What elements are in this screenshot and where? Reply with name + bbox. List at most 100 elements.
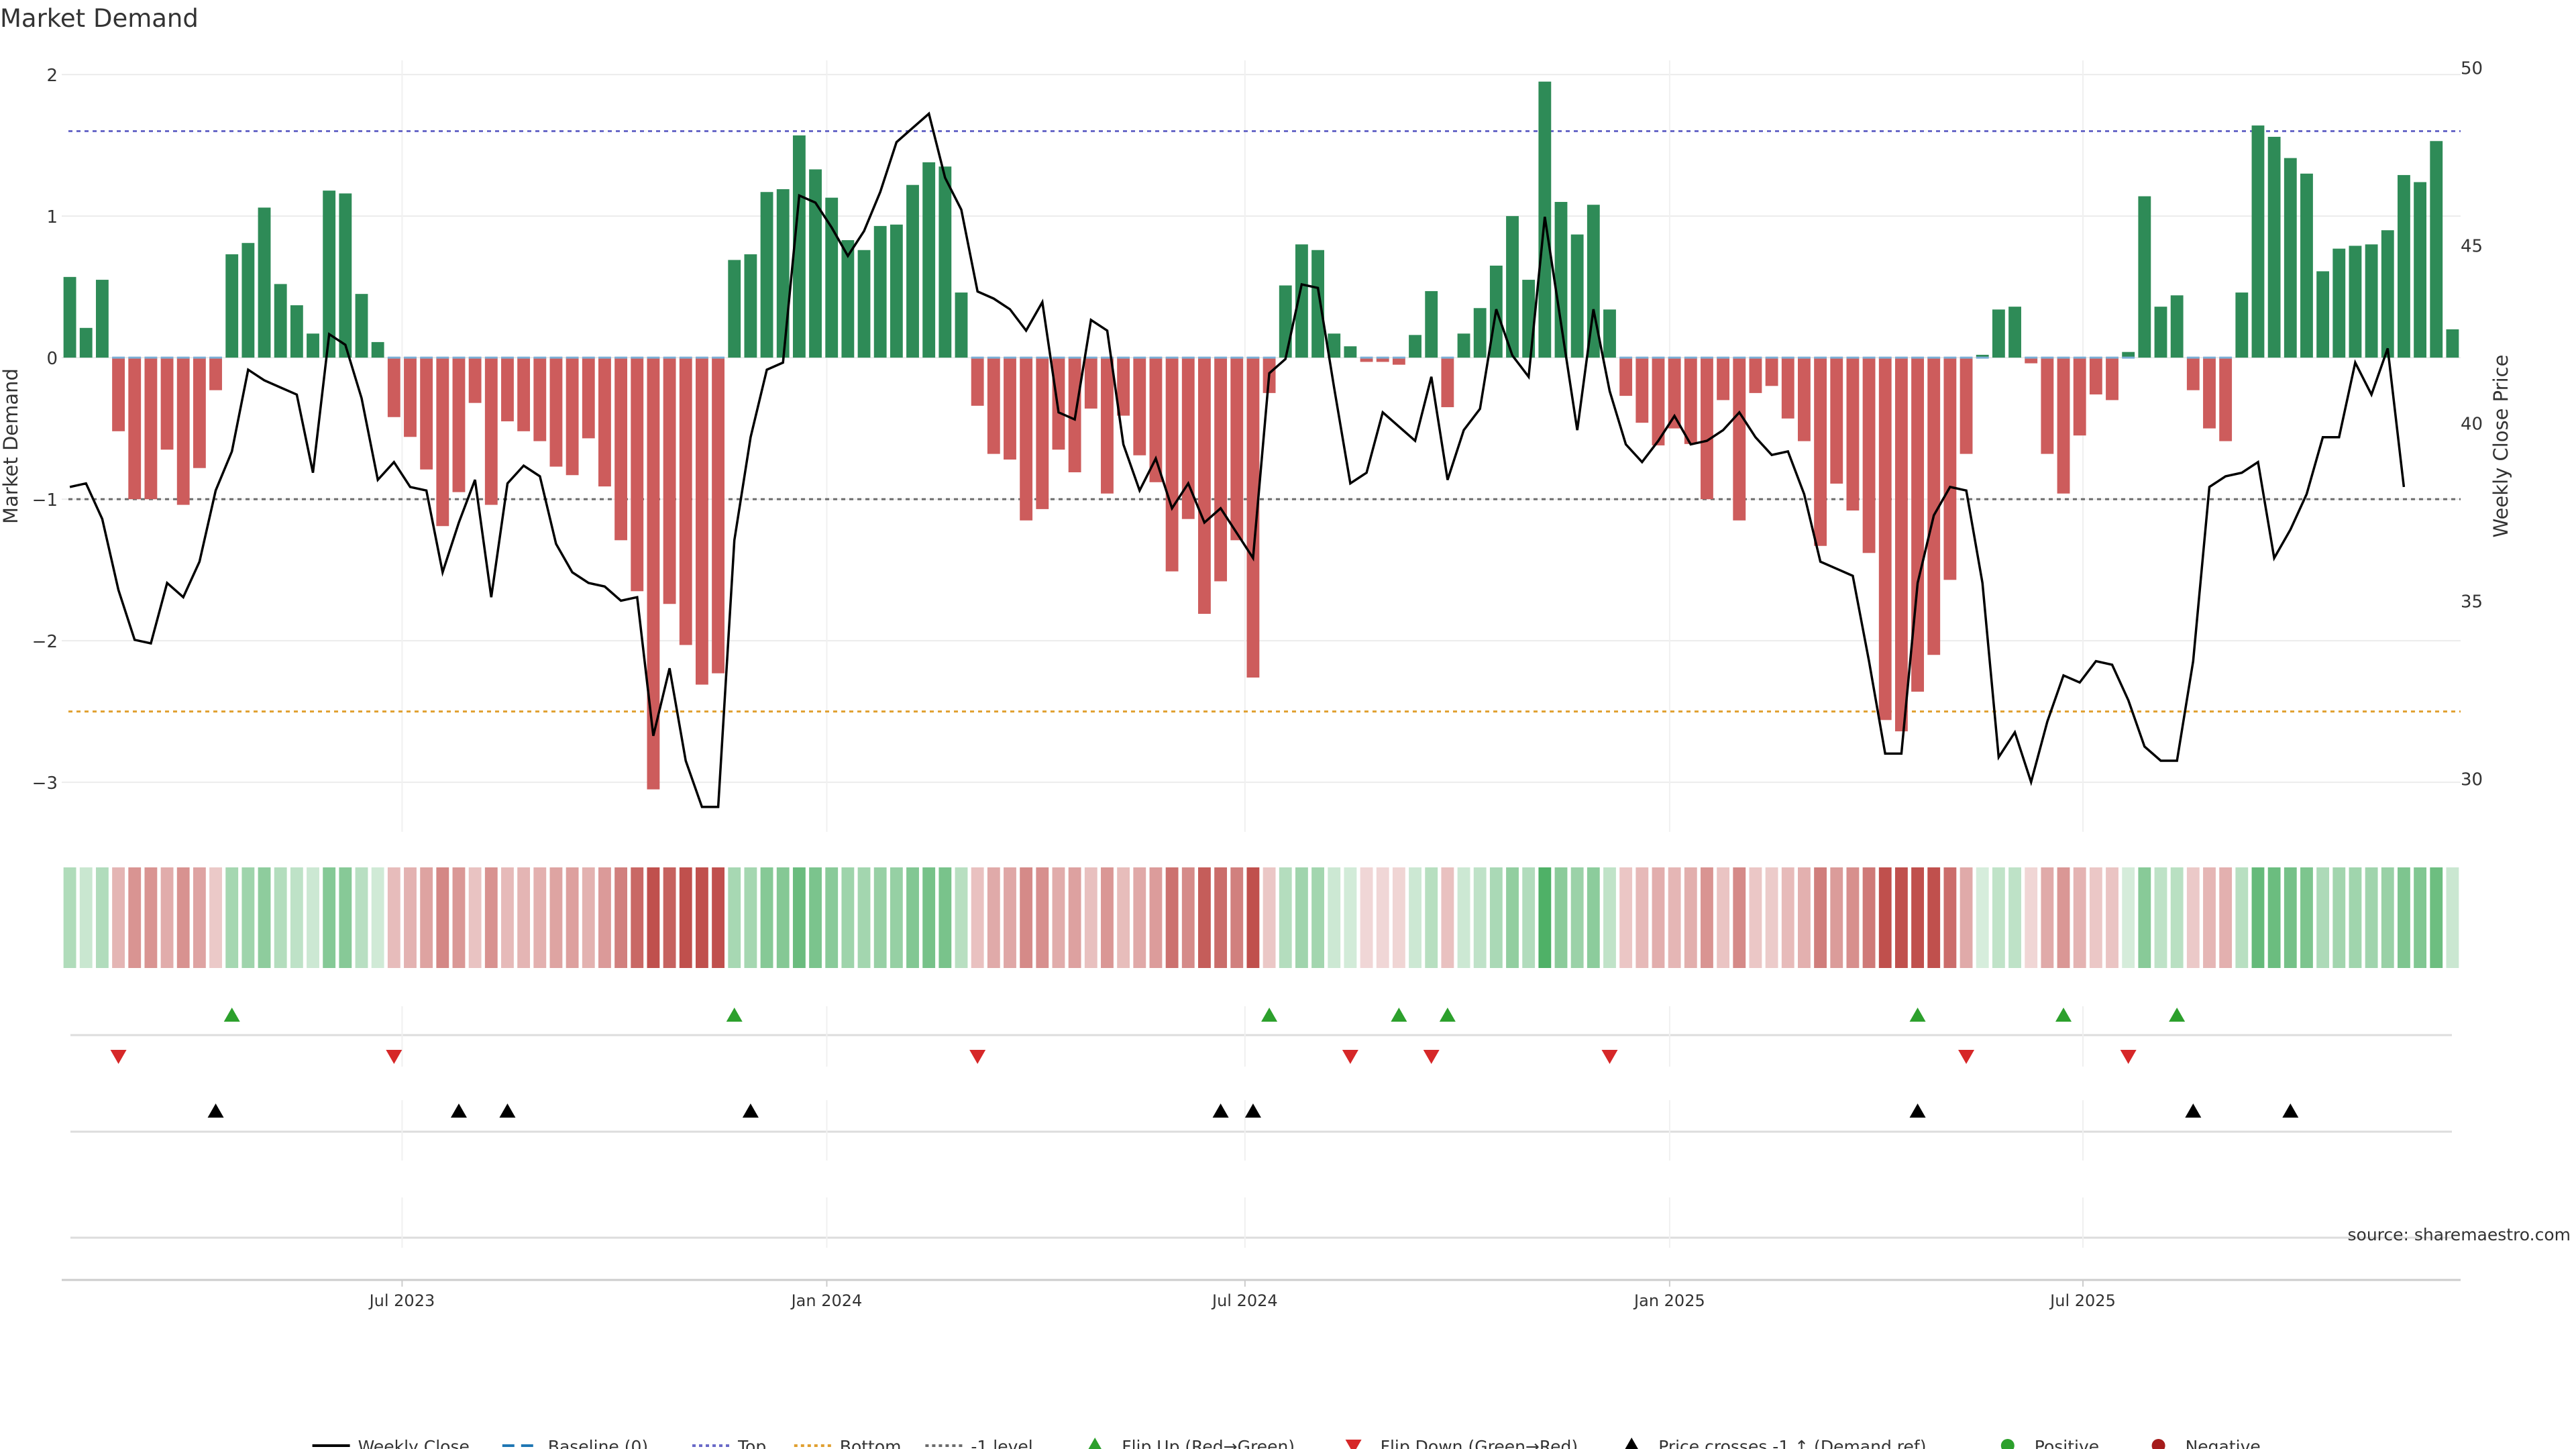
demand-bar [938, 166, 952, 358]
heat-cell [1587, 867, 1600, 968]
source-label: source: sharemaestro.com [2348, 1225, 2571, 1244]
heat-cell [1279, 867, 1292, 968]
heat-cell [1198, 867, 1211, 968]
legend-label: Flip Up (Red→Green) [1122, 1437, 1295, 1449]
legend-label: Top [737, 1437, 766, 1449]
demand-bar [728, 260, 741, 358]
heat-cell [890, 867, 903, 968]
y-axis-title-left: Market Demand [0, 368, 22, 524]
heat-cell [663, 867, 676, 968]
demand-bar [2446, 329, 2459, 358]
heat-cell [468, 867, 482, 968]
demand-bar [1036, 358, 1049, 509]
demand-bar [987, 358, 1000, 454]
price-line-layer [69, 111, 2406, 808]
heat-cell [258, 867, 271, 968]
x-tick-label: Jul 2024 [1211, 1291, 1278, 1310]
demand-bar [452, 358, 466, 492]
demand-bar [1214, 358, 1228, 582]
demand-bar [274, 284, 287, 358]
heat-cell [323, 867, 336, 968]
heat-cell [1878, 867, 1892, 968]
heat-cell [2203, 867, 2216, 968]
legend: Weekly Close Baseline (0) Top Bottom -1 leve… [312, 1437, 2261, 1449]
demand-bar [290, 305, 303, 358]
demand-bar [2284, 158, 2297, 358]
heat-cell [841, 867, 855, 968]
heat-cell [1068, 867, 1081, 968]
demand-bar [906, 184, 919, 358]
heat-cell [922, 867, 936, 968]
demand-bar [1652, 358, 1665, 445]
demand-bar [1133, 358, 1146, 455]
price-cross-marker [450, 1104, 467, 1118]
demand-bar [2300, 173, 2313, 358]
heat-cell [1798, 867, 1811, 968]
demand-bar [1360, 358, 1373, 362]
demand-bar [1814, 358, 1827, 546]
heat-cell [501, 867, 514, 968]
heat-cell [533, 867, 547, 968]
demand-bar [1717, 358, 1730, 400]
heat-cell [1425, 867, 1438, 968]
heat-cell [1554, 867, 1568, 968]
demand-bar [1392, 358, 1405, 365]
heat-cell [2398, 867, 2410, 968]
heat-cell [712, 867, 724, 968]
heat-cell [1020, 867, 1033, 968]
demand-bar [1311, 250, 1324, 358]
flip-up-marker [1909, 1008, 1926, 1022]
heat-cell [1133, 867, 1146, 968]
heat-cell [1603, 867, 1616, 968]
heat-cell [2073, 867, 2086, 968]
heat-cell [1570, 867, 1584, 968]
heat-cell [987, 867, 1000, 968]
heat-cell [1846, 867, 1860, 968]
heat-cell [1652, 867, 1665, 968]
x-tick-label: Jul 2025 [2049, 1291, 2116, 1310]
heat-cell [1765, 867, 1778, 968]
x-tick-label: Jul 2023 [368, 1291, 435, 1310]
demand-bar [209, 358, 222, 390]
demand-bar [63, 276, 76, 358]
heat-cell [2106, 867, 2118, 968]
demand-bar [355, 294, 368, 358]
demand-bar [566, 358, 579, 476]
demand-bar [631, 358, 644, 592]
heat-cell [1960, 867, 1973, 968]
demand-bar [1668, 358, 1681, 429]
heat-cell [2089, 867, 2102, 968]
demand-bar [2219, 358, 2233, 441]
demand-bar [582, 358, 595, 439]
legend-label: Weekly Close [358, 1437, 470, 1449]
demand-bar [2414, 182, 2427, 358]
demand-bar [307, 333, 319, 358]
heat-cell [809, 867, 822, 968]
heat-cell [825, 867, 839, 968]
heat-cell [1701, 867, 1713, 968]
heat-cell [631, 867, 644, 968]
demand-bar [2138, 196, 2151, 358]
demand-bar [371, 341, 384, 358]
demand-bar [922, 162, 936, 358]
demand-bar [1976, 354, 1989, 358]
heat-cell [79, 867, 93, 968]
heat-cell [2446, 867, 2459, 968]
demand-bar [323, 191, 336, 358]
heat-cell [1733, 867, 1746, 968]
flip-down-marker [969, 1050, 986, 1064]
heat-cell [2251, 867, 2265, 968]
demand-bar [79, 327, 93, 358]
heat-cell [193, 867, 206, 968]
legend-swatch [1345, 1440, 1362, 1449]
demand-bar [1570, 234, 1584, 358]
demand-bar [1846, 358, 1860, 511]
heat-cell [2057, 867, 2070, 968]
weekly-close-line [69, 111, 2406, 808]
demand-bar [1149, 358, 1163, 482]
demand-bar [776, 189, 790, 358]
x-axis: Jul 2023 Jan 2024 Jul 2024 Jan 2025 Jul 2025 [62, 1279, 2461, 1310]
heat-cell [112, 867, 125, 968]
legend-label: Flip Down (Green→Red) [1381, 1437, 1578, 1449]
